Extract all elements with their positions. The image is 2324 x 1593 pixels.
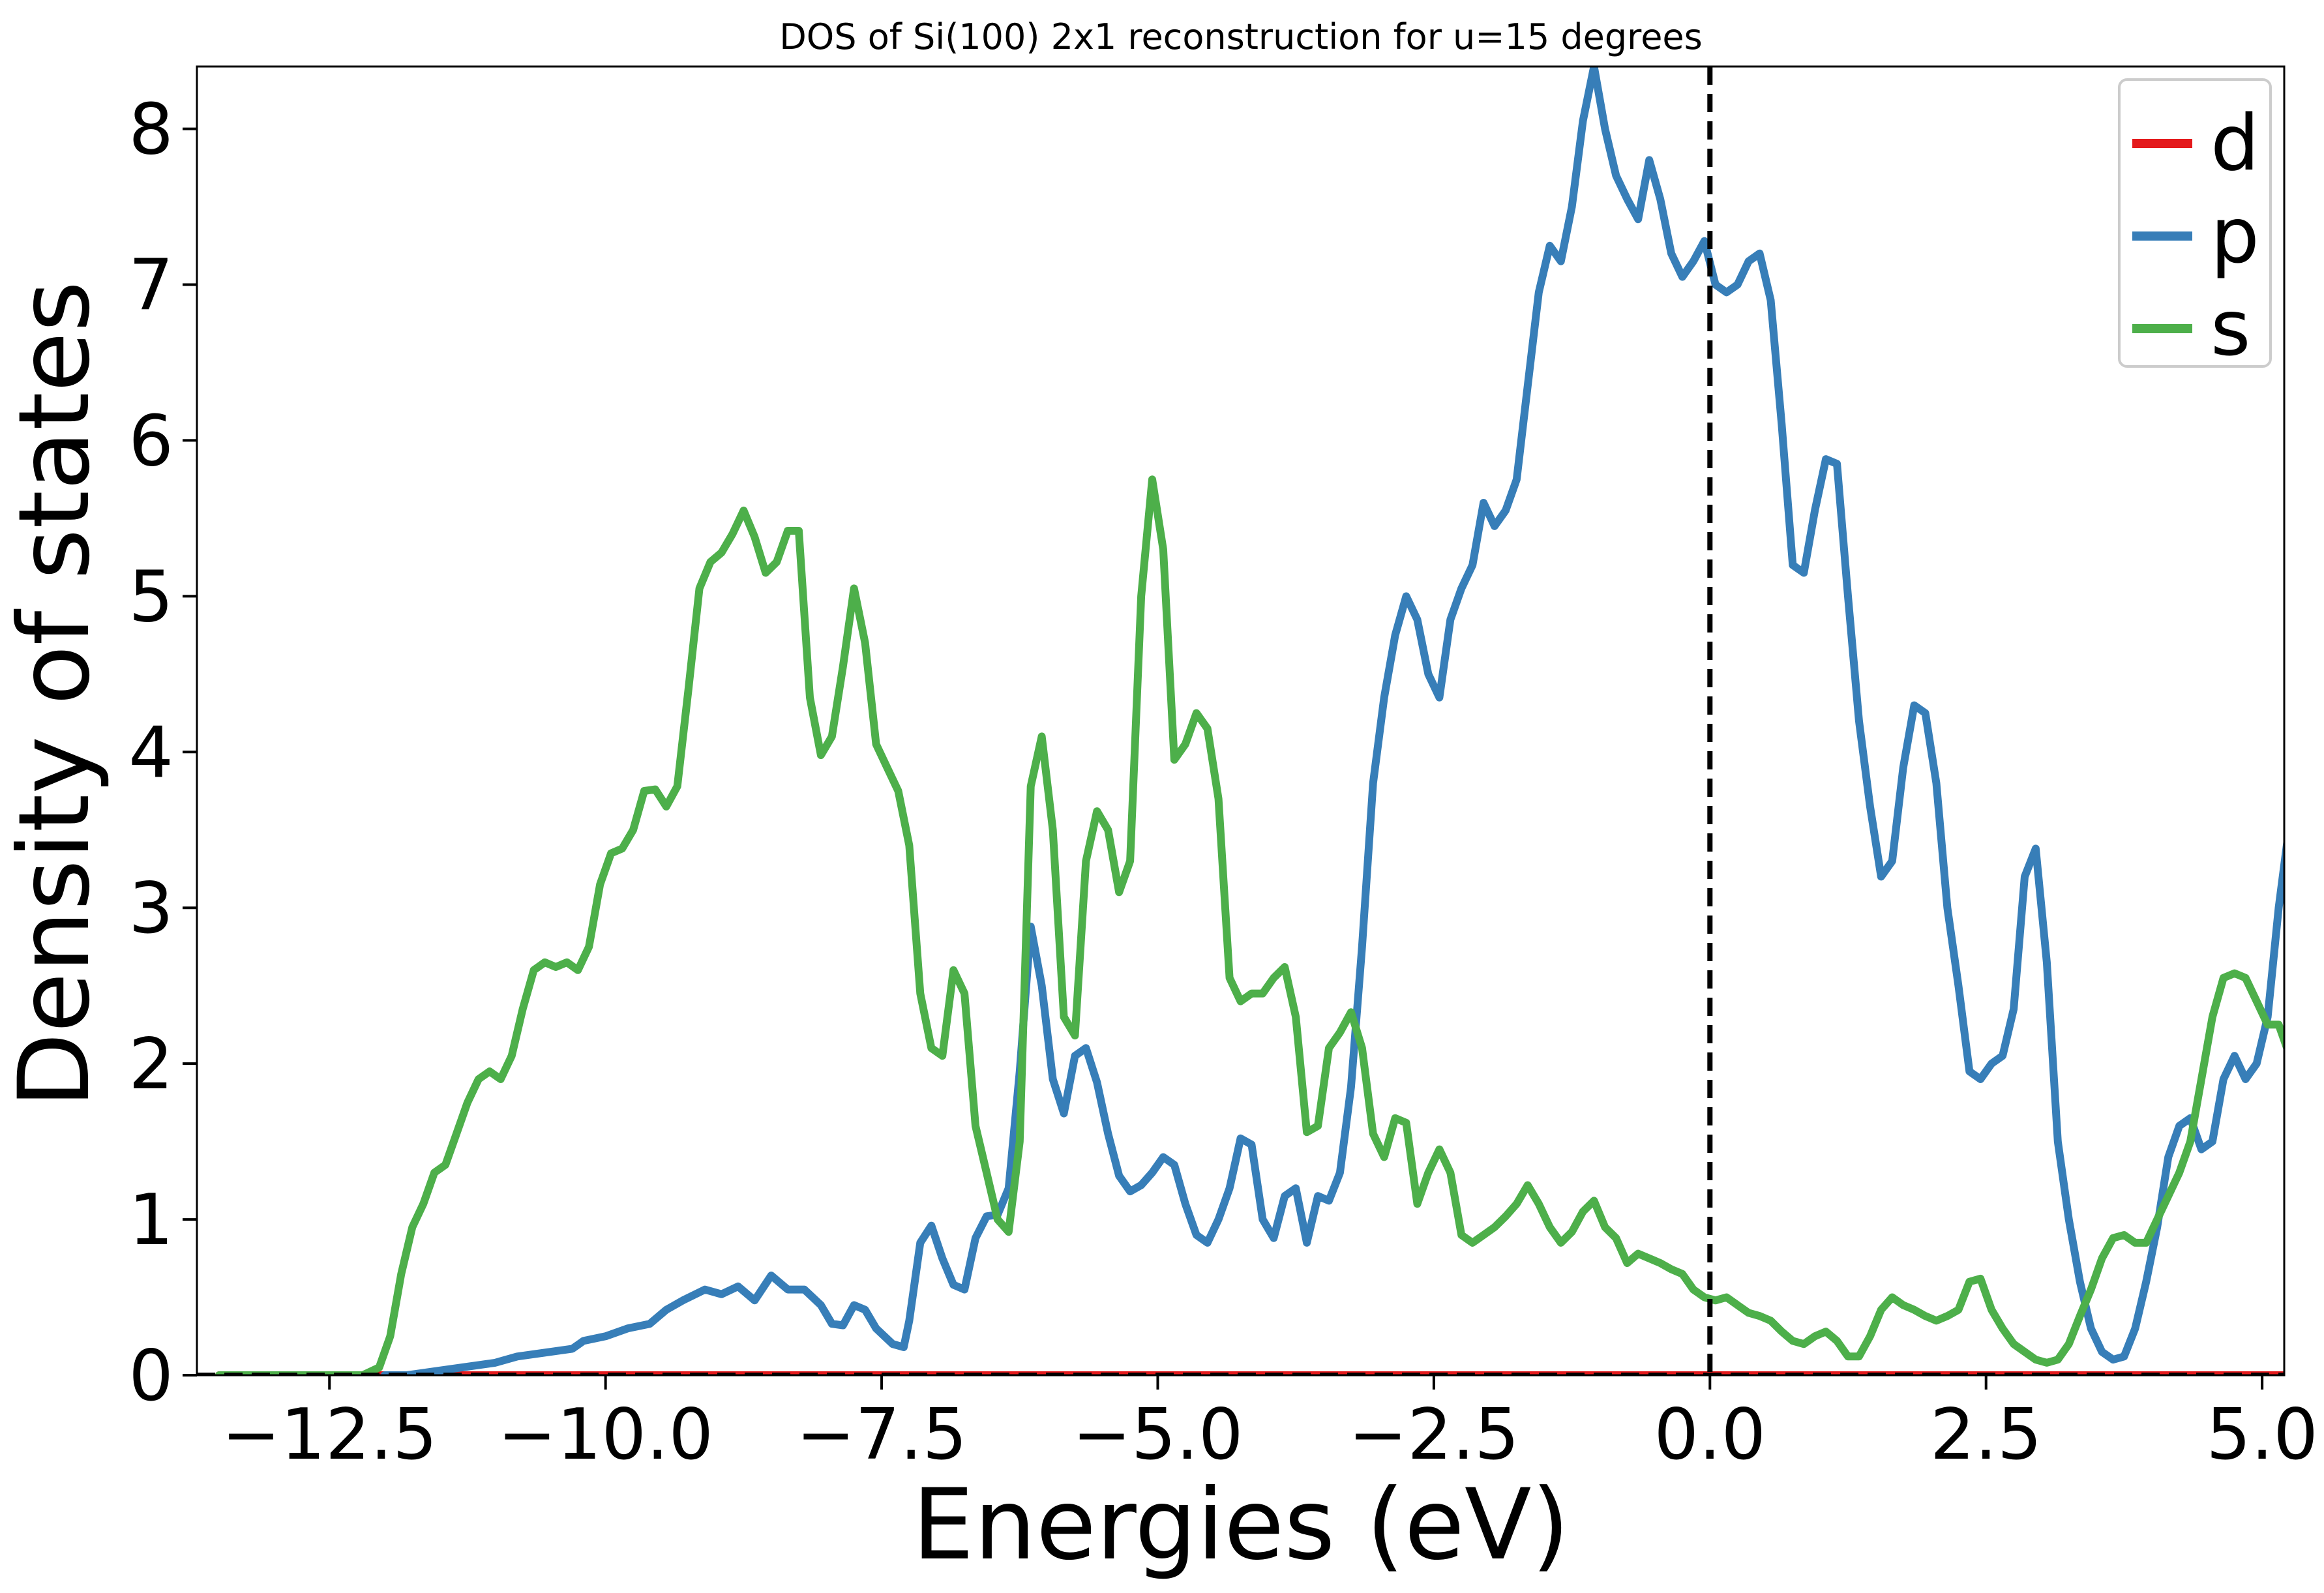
- plot-area: [196, 65, 2286, 1377]
- y-tick-label: 7: [128, 245, 173, 327]
- plot-series: [197, 67, 2284, 1375]
- legend-label-s: s: [2211, 283, 2250, 373]
- y-axis-ticks: 0 1 2 3 4 5 6 7 8: [128, 89, 197, 1417]
- y-tick-label: 2: [128, 1024, 173, 1105]
- y-tick-label: 1: [128, 1180, 173, 1261]
- x-tick-label: −5.0: [1072, 1394, 1243, 1476]
- x-axis-ticks: −12.5 −10.0 −7.5 −5.0 −2.5 0.0 2.5 5.0: [222, 1375, 2318, 1476]
- series-line-s: [215, 475, 2284, 1375]
- legend: dps: [2118, 78, 2272, 373]
- x-tick-label: −2.5: [1348, 1394, 1519, 1476]
- x-tick-label: −12.5: [222, 1394, 438, 1476]
- y-tick-label: 0: [128, 1335, 173, 1417]
- y-tick-label: 3: [128, 868, 173, 949]
- legend-label-d: d: [2211, 98, 2259, 188]
- chart-title: DOS of Si(100) 2x1 reconstruction for u=…: [779, 16, 1703, 57]
- y-tick-label: 5: [128, 556, 173, 638]
- legend-box: [2118, 78, 2272, 368]
- x-tick-label: 5.0: [2206, 1394, 2318, 1476]
- x-tick-label: −7.5: [796, 1394, 967, 1476]
- plot-frame: [196, 65, 2286, 1377]
- y-axis-label: Density of states: [0, 281, 112, 1108]
- x-tick-label: −10.0: [498, 1394, 713, 1476]
- y-tick-label: 4: [128, 712, 173, 794]
- x-tick-label: 2.5: [1930, 1394, 2042, 1476]
- series-line-p: [380, 67, 2284, 1375]
- y-tick-label: 8: [128, 89, 173, 171]
- x-tick-label: 0.0: [1654, 1394, 1766, 1476]
- y-tick-label: 6: [128, 400, 173, 482]
- x-axis-label: Energies (eV): [912, 1468, 1570, 1582]
- legend-label-p: p: [2211, 190, 2259, 280]
